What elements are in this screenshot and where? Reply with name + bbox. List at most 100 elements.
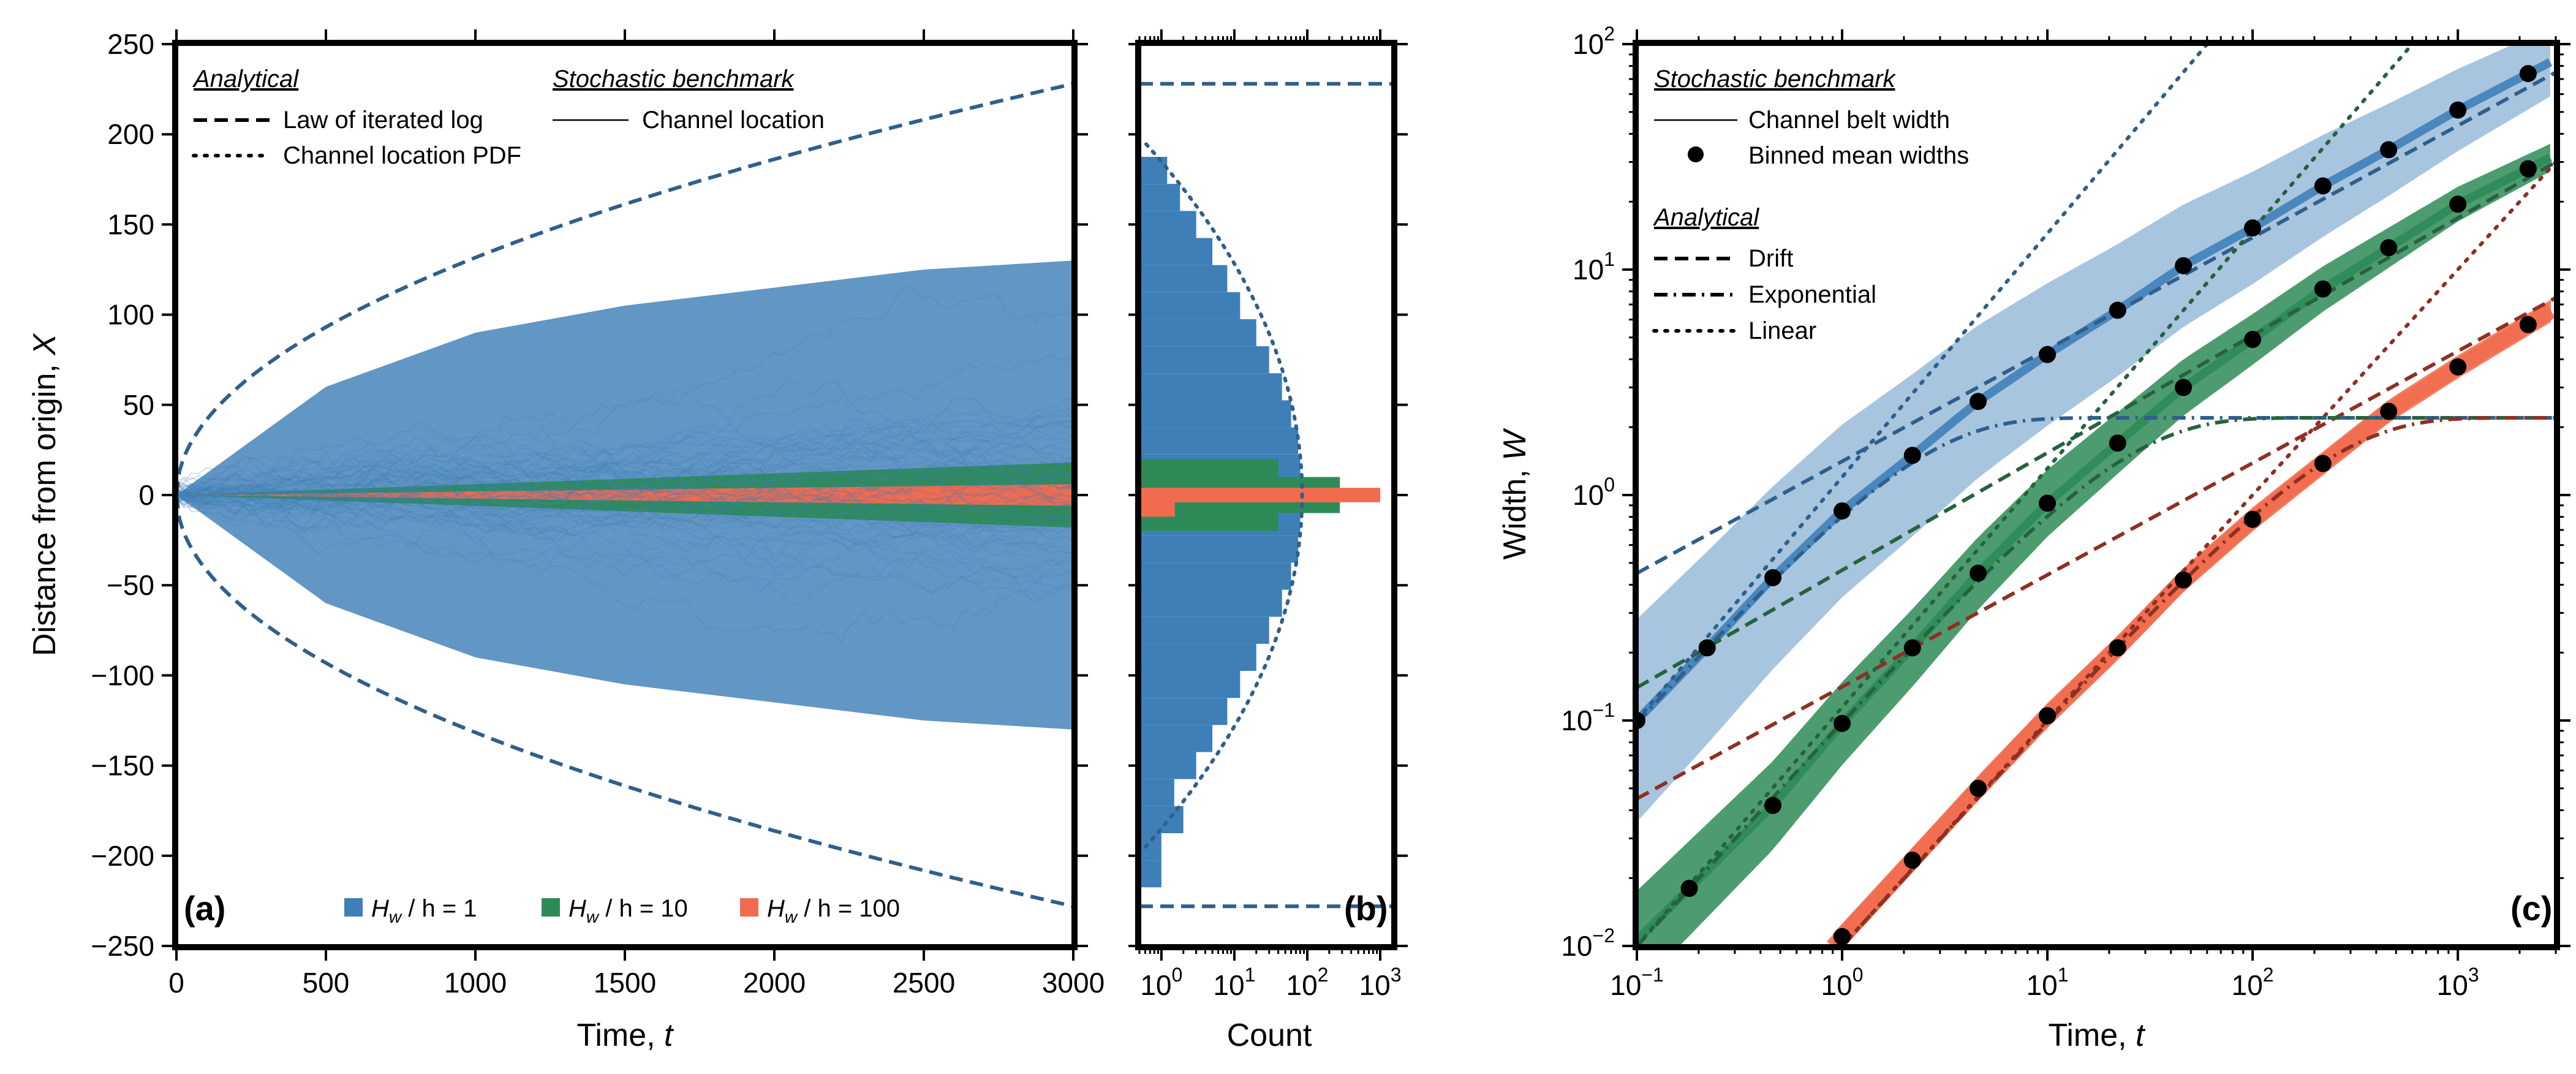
- x-tick-label: 2000: [743, 967, 806, 999]
- trace-hw1: [176, 485, 1073, 540]
- binned-mean-point: [2314, 455, 2332, 472]
- bar-hw1: [1139, 400, 1291, 428]
- trace-hw1: [176, 474, 1073, 513]
- panel-b-xlabel: Count: [1227, 1018, 1312, 1053]
- trace-hw1: [176, 461, 1073, 516]
- bar-hw1: [1139, 535, 1299, 563]
- trace-hw1: [176, 437, 1073, 520]
- binned-mean-point: [1834, 502, 1851, 520]
- trace-hw1: [176, 449, 1073, 520]
- bar-hw1: [1139, 860, 1161, 888]
- legend-stochastic-title: Stochastic benchmark: [553, 66, 795, 93]
- trace-hw1: [176, 492, 1073, 519]
- bar-hw1: [1139, 184, 1180, 211]
- bar-hw1: [1139, 562, 1291, 590]
- trace-hw1: [176, 474, 1073, 558]
- binned-mean-point: [2109, 301, 2126, 319]
- binned-mean-point: [2314, 280, 2332, 298]
- bar-hw1: [1139, 346, 1269, 374]
- bar-hw1: [1139, 752, 1196, 779]
- y-tick-label: 200: [107, 118, 154, 150]
- legend-analytical-title: Analytical: [192, 66, 299, 93]
- x-tick-label: 1000: [444, 967, 507, 999]
- trace-hw1: [176, 486, 1073, 546]
- y-tick-label: 250: [107, 28, 154, 60]
- trace-hw1: [176, 428, 1073, 505]
- tick-label: 10−1: [1610, 964, 1664, 1001]
- binned-mean-point: [2380, 141, 2398, 159]
- binned-mean-point: [2449, 195, 2467, 213]
- envelope-hw100: [176, 484, 1073, 506]
- panel-c-xlabel: Time, t: [2049, 1018, 2147, 1053]
- binned-mean-point: [2519, 65, 2537, 83]
- trace-hw1: [176, 487, 1073, 646]
- tick-label: 101: [1573, 248, 1615, 286]
- trace-hw1: [176, 426, 1073, 512]
- trace-hw1: [176, 465, 1073, 510]
- binned-mean-point: [1970, 393, 1987, 410]
- binned-mean-point: [2380, 403, 2398, 420]
- binned-mean-point: [1764, 796, 1782, 814]
- trace-hw1: [176, 477, 1073, 594]
- legend-c-analytical-title: Analytical: [1653, 204, 1759, 231]
- trace-hw1: [176, 427, 1073, 496]
- panel-a-chart: 0 500 1000 1500 2000 2500 3000250200150100500−…: [27, 28, 1105, 1053]
- trace-hw1: [176, 463, 1073, 553]
- trace-hw1: [176, 464, 1073, 496]
- binned-mean-point: [2449, 358, 2467, 376]
- trace-hw1: [176, 354, 1073, 500]
- tick-label: 102: [2232, 964, 2274, 1001]
- bar-hw1: [1139, 589, 1282, 617]
- y-tick-label: −250: [91, 930, 154, 962]
- legend-drift: Drift: [1748, 245, 1793, 272]
- binned-mean-point: [1903, 852, 1921, 869]
- binned-mean-point: [1903, 447, 1921, 464]
- bar-hw1: [1139, 427, 1299, 455]
- trace-hw1: [176, 493, 1073, 567]
- legend-law-iterated-log: Law of iterated log: [283, 107, 483, 134]
- trace-hw1: [176, 462, 1073, 507]
- binned-mean-point: [2175, 257, 2193, 274]
- trace-hw1: [176, 457, 1073, 508]
- trace-hw1: [176, 459, 1073, 509]
- trace-hw1: [176, 473, 1073, 538]
- bar-hw100: [1139, 488, 1381, 502]
- legend-channel-location: Channel location: [642, 107, 825, 134]
- panel-c-label: (c): [2510, 889, 2552, 928]
- trace-hw1: [176, 472, 1073, 516]
- tick-label: 100: [1573, 474, 1615, 511]
- y-tick-label: −100: [91, 659, 154, 691]
- legend-swatch-hw1: [344, 898, 363, 917]
- width-core-1: [1637, 58, 2553, 724]
- binned-mean-point: [2519, 316, 2537, 333]
- law-iterated-log-upper: [176, 81, 1073, 496]
- binned-mean-point: [1834, 714, 1851, 732]
- drift-line: [1637, 160, 2556, 689]
- trace-hw1: [176, 422, 1073, 510]
- drift-line: [1637, 70, 2556, 575]
- trace-hw1: [176, 410, 1073, 531]
- trace-hw1: [176, 466, 1073, 529]
- trace-hw1: [176, 415, 1073, 510]
- trace-hw1: [176, 473, 1073, 510]
- y-tick-label: 0: [138, 479, 154, 511]
- panel-b-label: (b): [1344, 889, 1388, 928]
- binned-mean-point: [1698, 639, 1716, 657]
- bar-hw1: [1139, 292, 1241, 319]
- channel-location-pdf: [1143, 141, 1304, 849]
- binned-mean-point: [1764, 569, 1782, 586]
- tick-label: 10−2: [1561, 925, 1615, 962]
- x-tick-label: 3000: [1042, 967, 1105, 999]
- tick-label: 10−1: [1561, 699, 1615, 736]
- trace-hw1: [176, 444, 1073, 507]
- trace-hw1: [176, 476, 1073, 527]
- trace-hw1: [176, 446, 1073, 488]
- bar-hw1: [1139, 157, 1168, 184]
- trace-hw1: [176, 481, 1073, 543]
- trace-hw1: [176, 490, 1073, 546]
- legend-c-stochastic-title: Stochastic benchmark: [1654, 66, 1897, 93]
- x-tick-label: 101: [1213, 964, 1255, 1001]
- panel-a-label: (a): [184, 889, 225, 928]
- legend-swatch-hw100: [740, 898, 758, 917]
